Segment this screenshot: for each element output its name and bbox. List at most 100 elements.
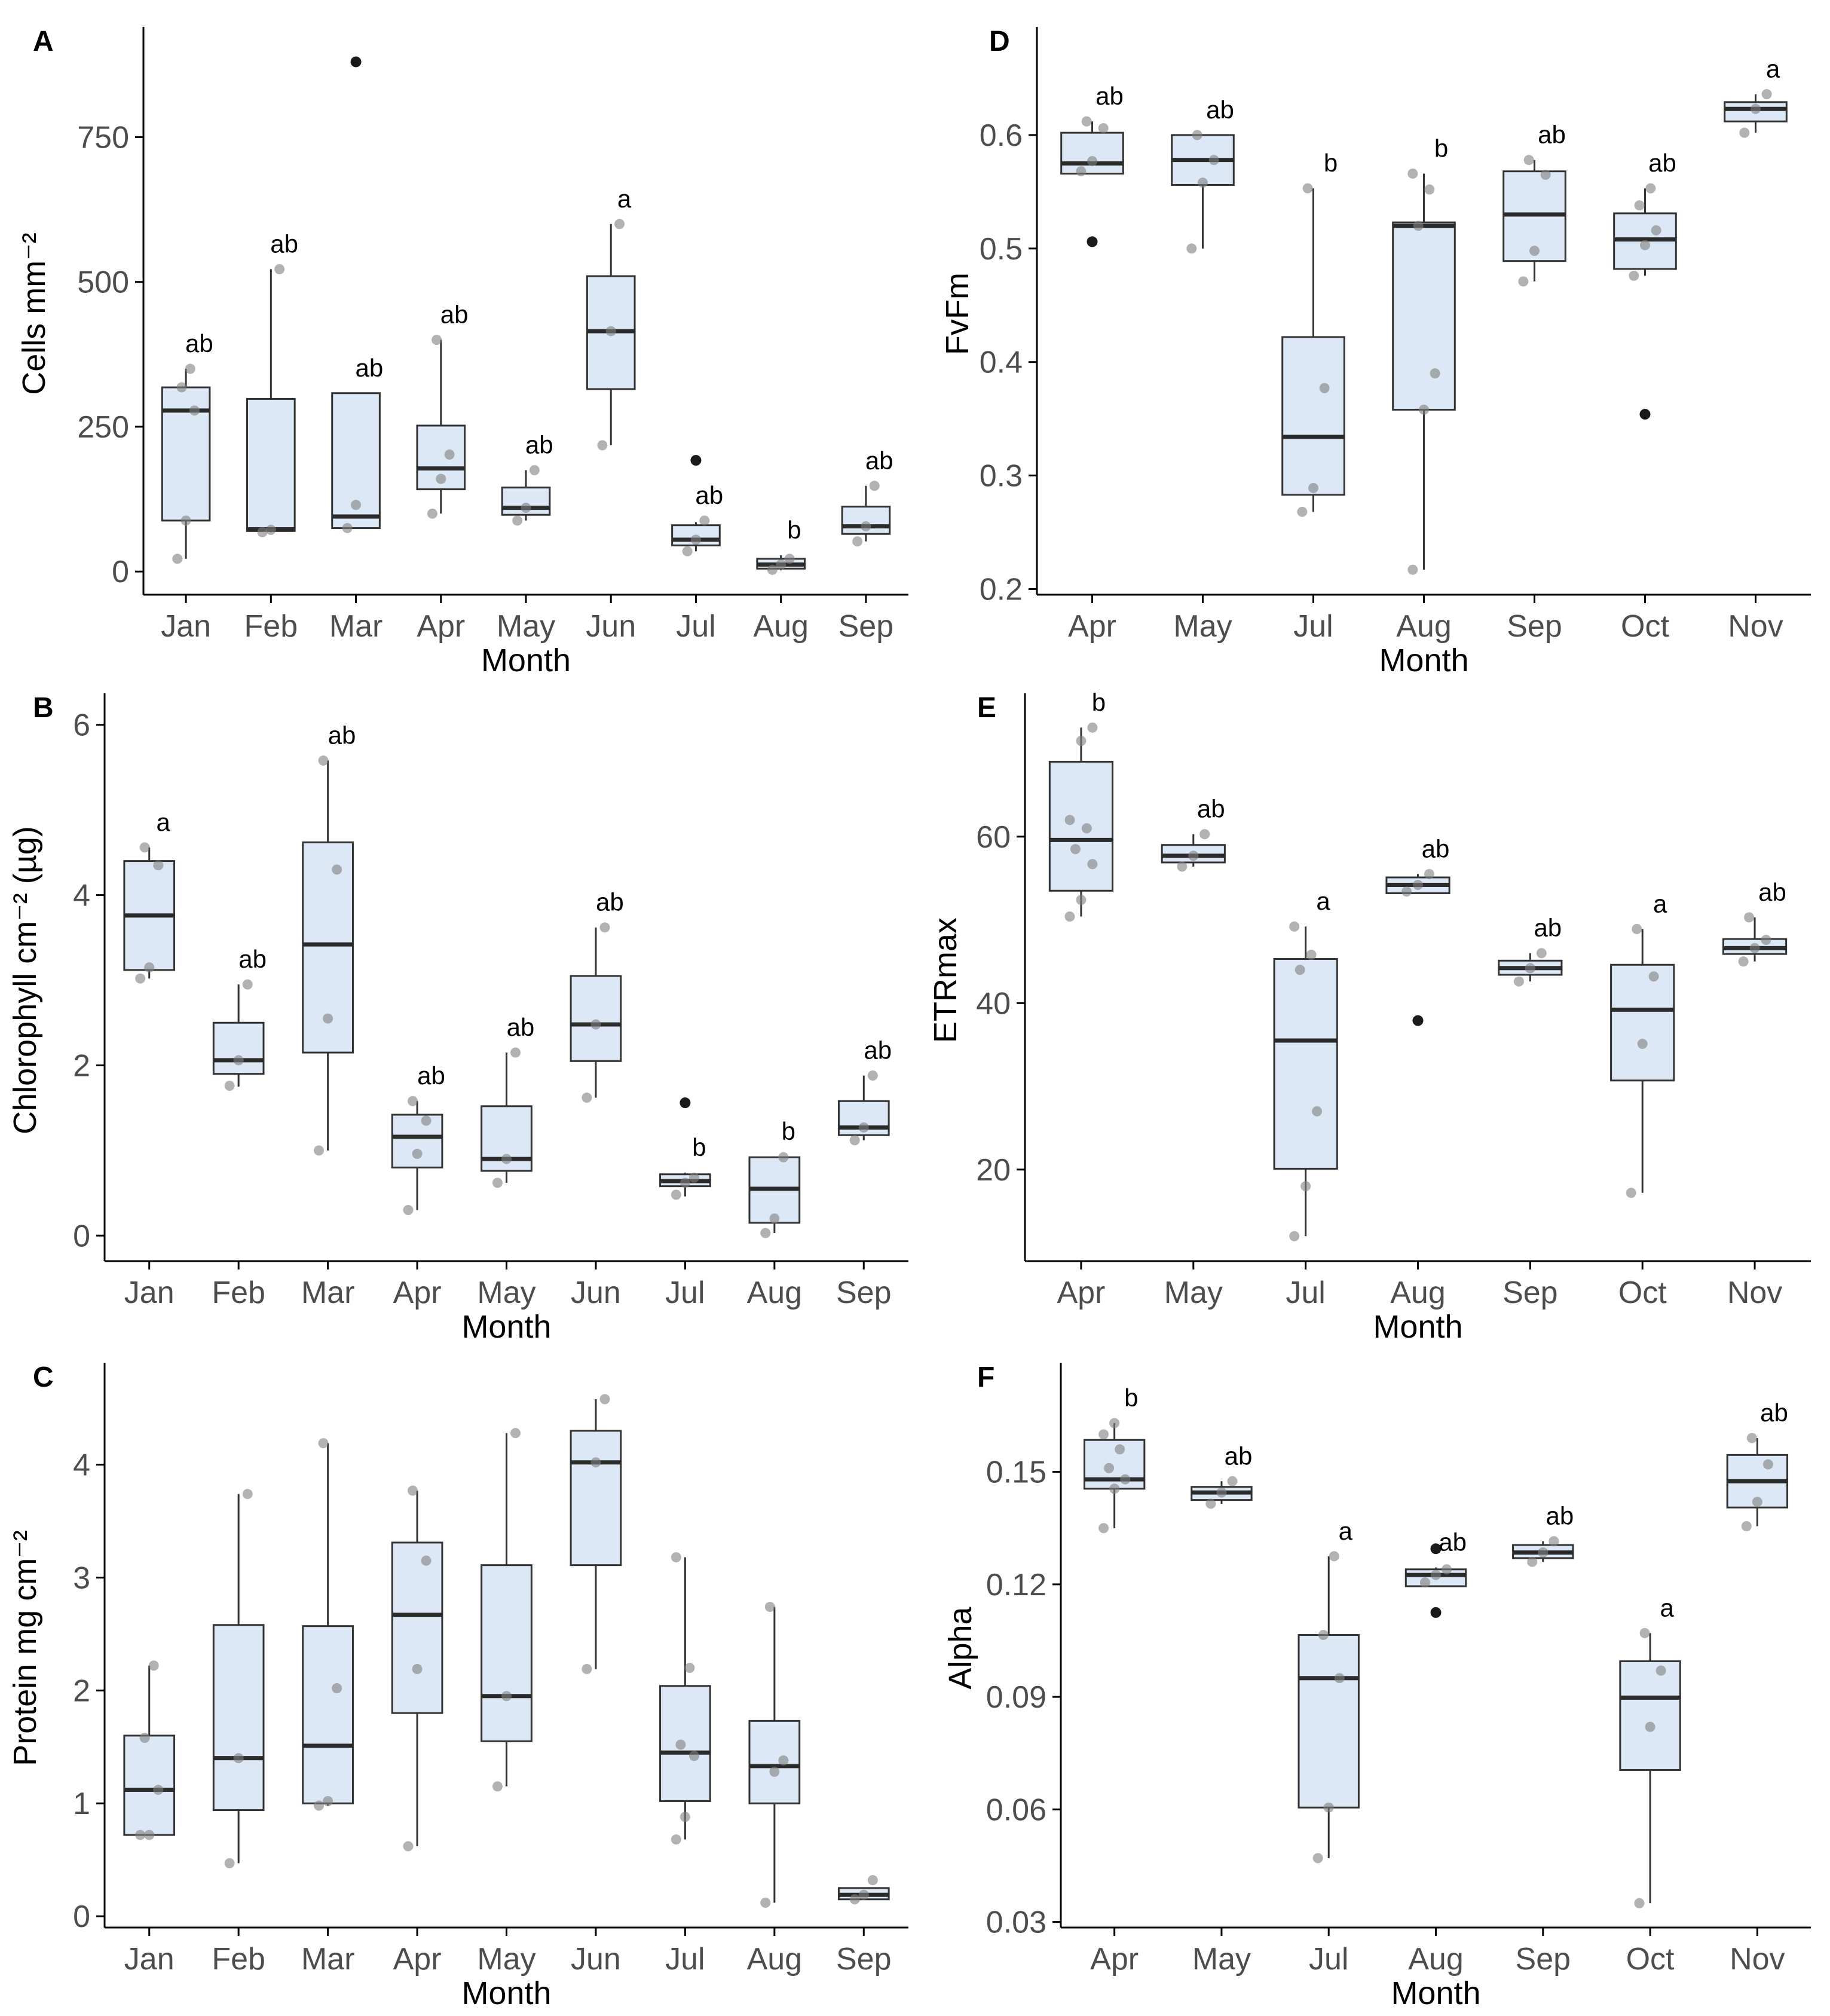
box-group: ab	[416, 301, 468, 519]
outlier-point	[1639, 409, 1651, 420]
data-point	[1318, 1630, 1329, 1641]
data-point	[671, 1834, 681, 1845]
y-tick-label: 20	[976, 1153, 1011, 1188]
box	[391, 1541, 443, 1714]
data-point	[1761, 89, 1772, 100]
box-group: b	[1048, 688, 1114, 922]
data-point	[1295, 965, 1305, 975]
x-tick-label: Mar	[301, 1942, 355, 1977]
x-tick-label: Apr	[1057, 1275, 1105, 1310]
data-point	[408, 1485, 418, 1496]
significance-letter: ab	[864, 1036, 892, 1064]
data-point	[1081, 823, 1092, 834]
data-point	[1109, 1418, 1120, 1428]
box-group: a	[1724, 55, 1788, 138]
x-tick-label: Apr	[393, 1942, 442, 1977]
data-point	[852, 536, 863, 547]
data-point	[688, 1751, 699, 1761]
box-group: ab	[1498, 914, 1563, 987]
significance-letter: ab	[1546, 1502, 1574, 1530]
y-tick-label: 2	[73, 1674, 90, 1708]
box-group: a	[123, 808, 176, 984]
y-tick-label: 0.09	[986, 1680, 1046, 1715]
data-point	[1639, 1628, 1650, 1638]
box-group: ab	[570, 888, 624, 1103]
data-point	[1087, 859, 1098, 870]
data-point	[314, 1145, 325, 1156]
data-point	[1741, 1521, 1752, 1532]
significance-letter: ab	[417, 1061, 445, 1090]
x-tick-label: Nov	[1730, 1942, 1785, 1977]
data-point	[605, 326, 616, 336]
panel-letter: B	[33, 692, 54, 724]
data-point	[139, 1733, 150, 1743]
data-point	[1442, 1564, 1452, 1575]
data-point	[1177, 861, 1188, 872]
box-group	[837, 1875, 890, 1905]
x-tick-label: Sep	[836, 1942, 892, 1977]
box-group: a	[586, 185, 636, 451]
box-group: b	[756, 516, 806, 575]
data-point	[1424, 868, 1434, 879]
data-point	[760, 1897, 771, 1908]
data-point	[412, 1149, 423, 1160]
x-axis-title: Month	[481, 643, 571, 678]
data-point	[1300, 1181, 1311, 1192]
data-point	[767, 564, 778, 575]
significance-letter: ab	[270, 230, 298, 258]
data-point	[590, 1019, 601, 1030]
box-group: ab	[246, 230, 298, 537]
data-point	[699, 515, 710, 526]
data-point	[1632, 923, 1642, 934]
y-axis-title: Protein mg cm⁻²	[7, 1530, 43, 1766]
x-tick-label: Jun	[571, 1942, 621, 1977]
data-point	[172, 553, 183, 564]
data-point	[1518, 276, 1529, 287]
box-group: ab	[1060, 82, 1124, 247]
x-axis-title: Month	[1391, 1975, 1480, 2011]
x-tick-label: Apr	[1068, 609, 1116, 644]
x-tick-label: Aug	[753, 609, 809, 644]
panel-c: C 0 1 2 3 4 Jan Feb Mar Apr May Jun Jul Aug Sep Month Pr…	[7, 1362, 908, 2011]
box-group	[748, 1602, 801, 1908]
data-point	[849, 1135, 860, 1146]
box-group: ab	[841, 446, 893, 547]
data-point	[614, 219, 625, 230]
x-tick-label: Feb	[244, 609, 298, 644]
data-point	[1319, 383, 1330, 393]
outlier-point	[350, 56, 362, 68]
y-tick-label: 60	[976, 820, 1011, 855]
x-tick-label: May	[1173, 609, 1232, 644]
x-tick-label: Jul	[665, 1942, 705, 1977]
significance-letter: b	[1124, 1384, 1138, 1412]
data-point	[688, 1172, 699, 1183]
data-point	[1297, 506, 1308, 517]
box-group: ab	[1502, 121, 1566, 287]
significance-letter: ab	[185, 329, 213, 357]
data-point	[1637, 1039, 1648, 1050]
box	[246, 397, 296, 532]
data-point	[1739, 127, 1750, 138]
data-point	[1312, 1853, 1323, 1864]
data-point	[342, 523, 353, 534]
x-tick-label: Apr	[393, 1275, 442, 1310]
data-point	[412, 1663, 423, 1674]
data-point	[599, 1394, 610, 1405]
data-point	[1104, 1463, 1115, 1473]
data-point	[332, 864, 342, 875]
data-point	[778, 1755, 789, 1766]
box	[391, 1113, 443, 1168]
significance-letter: a	[156, 808, 170, 836]
data-point	[1098, 1523, 1109, 1534]
y-tick-label: 3	[73, 1561, 90, 1595]
outlier-point	[1430, 1543, 1442, 1555]
panel-letter: E	[977, 692, 996, 724]
data-point	[1076, 166, 1087, 177]
data-point	[1540, 169, 1551, 180]
box	[1281, 336, 1345, 496]
data-point	[332, 1683, 342, 1694]
data-point	[1199, 829, 1210, 840]
data-point	[769, 1766, 780, 1777]
significance-letter: ab	[328, 721, 356, 750]
